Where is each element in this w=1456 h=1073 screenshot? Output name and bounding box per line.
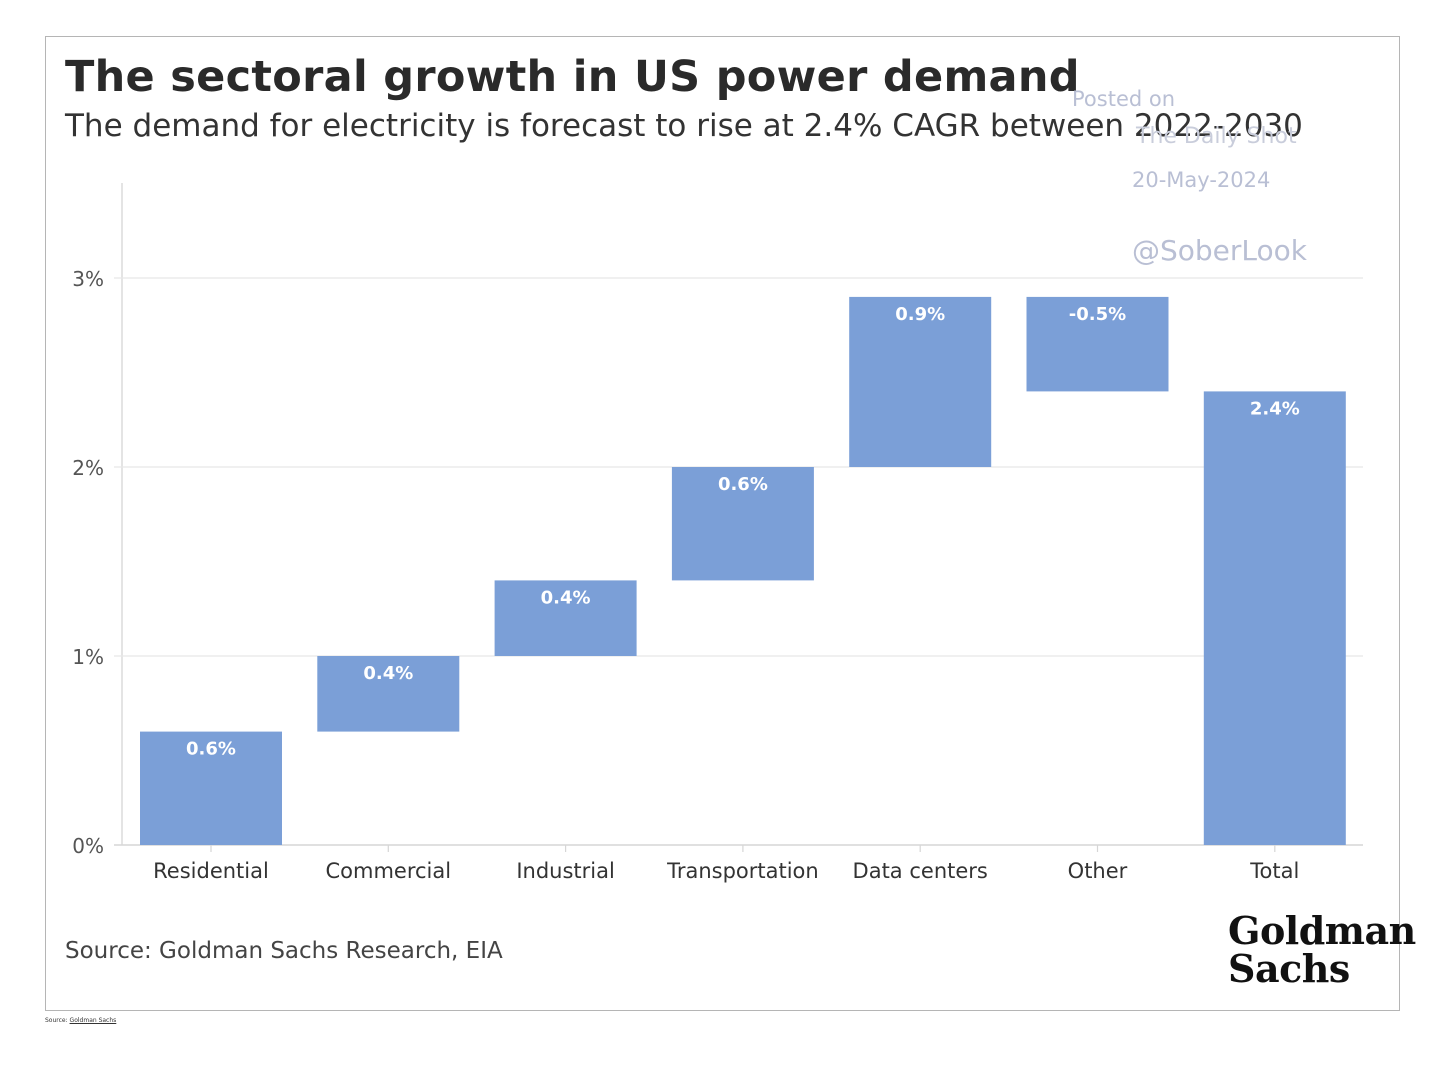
watermark-handle: @SoberLook (1132, 234, 1307, 267)
y-tick-label-1: 1% (72, 645, 104, 669)
watermark-date: 20-May-2024 (1132, 168, 1271, 192)
logo-line-2: Sachs (1228, 946, 1350, 991)
x-tick-label-6: Total (1249, 859, 1299, 883)
logo-line-1: Goldman (1228, 908, 1416, 953)
footnote-source-link[interactable]: Goldman Sachs (69, 1017, 117, 1024)
bar-industrial (494, 580, 637, 656)
y-tick-label-2: 2% (72, 456, 104, 480)
x-tick-label-2: Industrial (516, 859, 615, 883)
chart-subtitle: The demand for electricity is forecast t… (65, 108, 1303, 144)
bar-residential (140, 731, 282, 845)
data-label-2: 0.4% (541, 587, 591, 608)
data-label-1: 0.4% (363, 663, 413, 684)
bar-total (1203, 391, 1346, 845)
footnote-prefix: Source: (45, 1017, 70, 1024)
bar-data-centers (849, 296, 992, 467)
bar-transportation (671, 467, 814, 581)
bar-commercial (317, 656, 460, 732)
x-tick-label-0: Residential (153, 859, 269, 883)
data-label-3: 0.6% (718, 474, 768, 495)
data-label-5: -0.5% (1069, 304, 1126, 325)
watermark-blog-name: The Daily Shot (1136, 124, 1297, 149)
bar-other (1026, 296, 1169, 392)
goldman-sachs-logo: Goldman Sachs (1228, 912, 1416, 988)
y-tick-label-3: 3% (72, 267, 104, 291)
x-tick-label-5: Other (1068, 859, 1128, 883)
y-tick-label-0: 0% (72, 834, 104, 858)
data-label-6: 2.4% (1250, 398, 1300, 419)
chart-title: The sectoral growth in US power demand (65, 52, 1080, 102)
x-tick-label-4: Data centers (853, 859, 988, 883)
footnote: Source: Goldman Sachs (45, 1017, 116, 1024)
x-tick-label-1: Commercial (325, 859, 451, 883)
x-tick-label-3: Transportation (666, 859, 819, 883)
watermark-posted-on: Posted on (1072, 87, 1176, 111)
data-label-0: 0.6% (186, 739, 236, 760)
source-note: Source: Goldman Sachs Research, EIA (65, 938, 503, 964)
data-label-4: 0.9% (895, 304, 945, 325)
